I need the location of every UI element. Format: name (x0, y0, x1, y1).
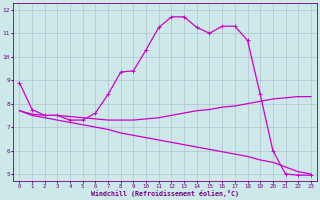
X-axis label: Windchill (Refroidissement éolien,°C): Windchill (Refroidissement éolien,°C) (91, 190, 239, 197)
